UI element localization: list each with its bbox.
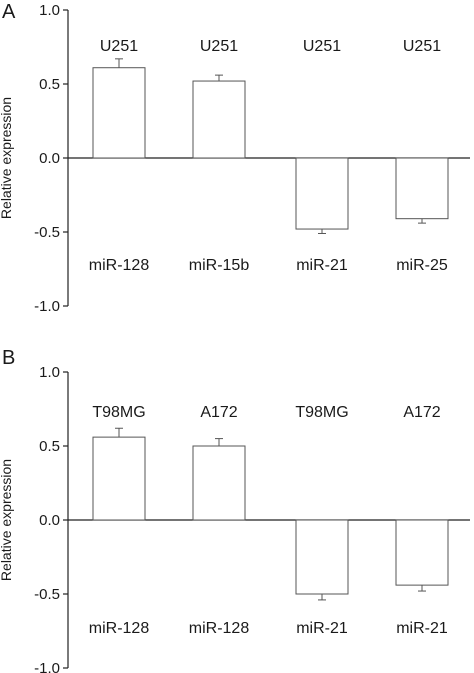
bar xyxy=(192,80,246,159)
bar xyxy=(295,157,349,230)
cell-line-label: T98MG xyxy=(92,404,145,421)
cell-line-label: A172 xyxy=(200,404,237,421)
bar xyxy=(192,445,246,521)
bar xyxy=(395,157,449,220)
y-tick-label: -0.5 xyxy=(34,224,60,241)
y-tick-label: 1.0 xyxy=(39,364,60,381)
y-tick-label: 0.5 xyxy=(39,76,60,93)
y-tick-label: -0.5 xyxy=(34,586,60,603)
panel-label: B xyxy=(2,347,15,369)
category-label: miR-128 xyxy=(189,620,250,637)
y-tick-label: -1.0 xyxy=(34,660,60,673)
bar xyxy=(92,67,146,159)
category-label: miR-21 xyxy=(296,257,348,274)
category-label: miR-15b xyxy=(189,257,250,274)
category-label: miR-21 xyxy=(396,620,448,637)
cell-line-label: U251 xyxy=(403,38,441,55)
cell-line-label: U251 xyxy=(100,38,138,55)
y-tick-label: 1.0 xyxy=(39,2,60,19)
y-axis-title: Relative expression xyxy=(0,97,14,219)
category-label: miR-128 xyxy=(89,620,150,637)
panel-label: A xyxy=(2,1,16,23)
bar xyxy=(295,519,349,595)
y-axis-title: Relative expression xyxy=(0,459,14,581)
y-tick-label: 0.0 xyxy=(39,150,60,167)
category-label: miR-25 xyxy=(396,257,448,274)
cell-line-label: A172 xyxy=(403,404,440,421)
cell-line-label: U251 xyxy=(200,38,238,55)
cell-line-label: U251 xyxy=(303,38,341,55)
bar xyxy=(92,436,146,521)
y-tick-label: -1.0 xyxy=(34,298,60,315)
cell-line-label: T98MG xyxy=(295,404,348,421)
category-label: miR-21 xyxy=(296,620,348,637)
category-label: miR-128 xyxy=(89,257,150,274)
bar xyxy=(395,519,449,586)
y-tick-label: 0.0 xyxy=(39,512,60,529)
y-tick-label: 0.5 xyxy=(39,438,60,455)
